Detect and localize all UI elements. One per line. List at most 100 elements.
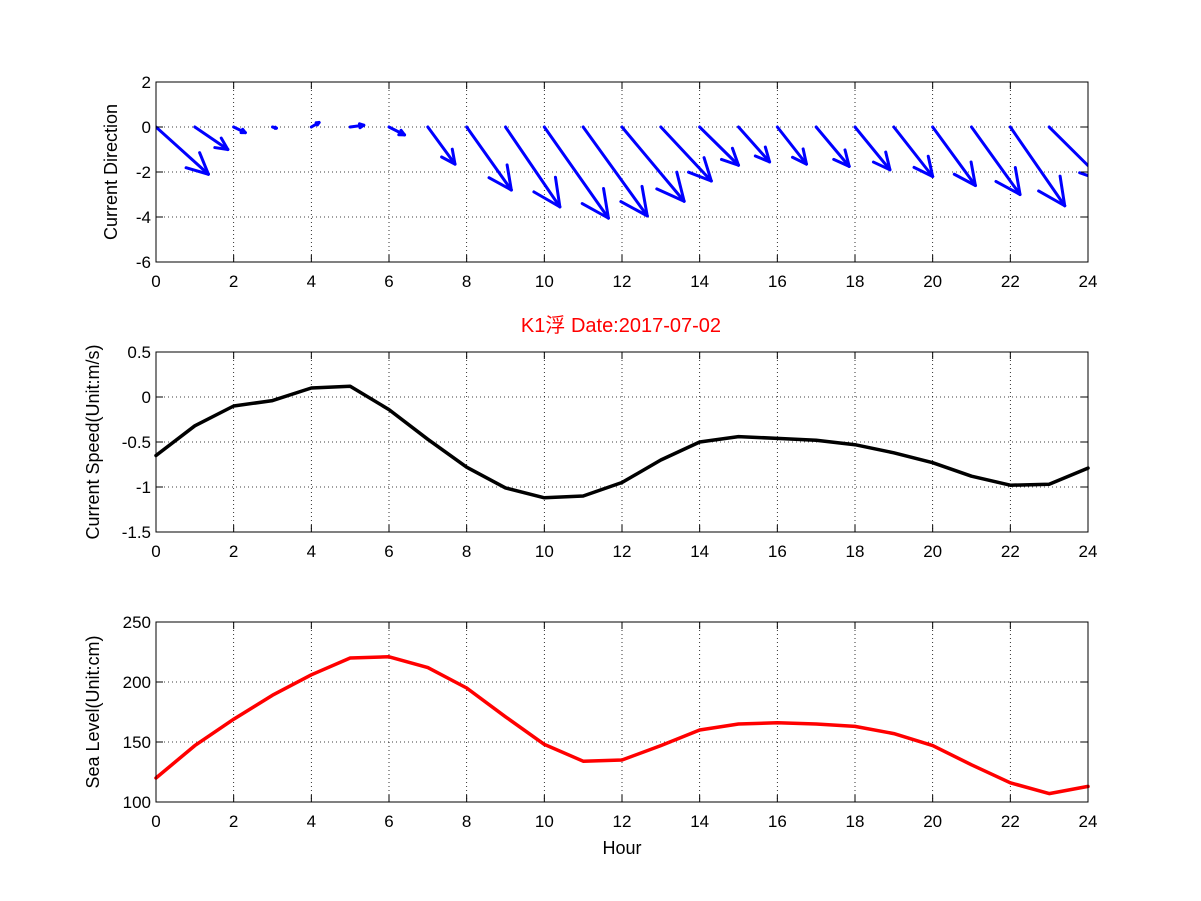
x-tick-label: 18: [846, 542, 865, 561]
y-axis-title: Current Direction: [101, 104, 121, 240]
x-tick-label: 20: [923, 272, 942, 291]
x-tick-label: 12: [613, 272, 632, 291]
data-point: [698, 440, 701, 444]
quiver-arrow: [892, 125, 935, 178]
quiver-arrow: [737, 125, 772, 164]
quiver-arrow: [931, 125, 977, 187]
x-tick-label: 24: [1079, 542, 1098, 561]
quiver-arrow: [542, 125, 610, 220]
data-point: [1009, 484, 1012, 487]
x-tick-label: 2: [229, 272, 238, 291]
y-tick-label: -6: [136, 253, 151, 272]
y-tick-label: -4: [136, 208, 151, 227]
y-tick-label: 250: [123, 613, 151, 632]
quiver-arrow: [465, 125, 513, 192]
data-point: [348, 656, 352, 660]
y-tick-label: 2: [142, 73, 151, 92]
data-point: [659, 744, 663, 747]
data-point: [271, 399, 274, 402]
x-tick-label: 16: [768, 542, 787, 561]
data-point: [1047, 483, 1051, 486]
data-point: [348, 385, 352, 388]
x-tick-label: 12: [613, 542, 632, 561]
x-tick-label: 10: [535, 812, 554, 831]
quiver-arrow: [814, 125, 851, 168]
x-tick-label: 4: [307, 272, 316, 291]
x-tick-label: 18: [846, 812, 865, 831]
data-point: [620, 481, 624, 484]
speed-panel: 0 2 4 6 8 10 12 14 16 18 20 22 24-1.5-1-0.500.5Curre…: [83, 343, 1097, 561]
y-tick-label: -2: [136, 163, 151, 182]
data-point: [776, 437, 779, 440]
y-tick-label: 0: [142, 388, 151, 407]
data-point: [970, 763, 973, 766]
x-tick-label: 0: [151, 542, 160, 561]
x-axis-title: Hour: [602, 838, 641, 858]
x-tick-label: 0: [151, 272, 160, 291]
x-tick-label: 8: [462, 272, 471, 291]
data-point: [581, 494, 585, 498]
x-tick-label: 2: [229, 542, 238, 561]
x-tick-label: 22: [1001, 812, 1020, 831]
quiver-arrow: [853, 125, 892, 172]
x-tick-label: 16: [768, 272, 787, 291]
x-tick-label: 14: [690, 812, 709, 831]
quiver-arrow: [426, 125, 457, 166]
x-tick-label: 10: [535, 542, 554, 561]
data-point: [581, 760, 585, 763]
quiver-arrow: [659, 125, 713, 183]
quiver-arrow: [581, 125, 649, 218]
data-point: [504, 715, 507, 718]
x-tick-label: 22: [1001, 272, 1020, 291]
x-tick-label: 4: [307, 812, 316, 831]
y-tick-label: -1: [136, 478, 151, 497]
y-axis-title: Current Speed(Unit:m/s): [83, 344, 103, 539]
quiver-arrow: [348, 122, 366, 130]
data-point: [543, 496, 546, 499]
quiver-arrow: [309, 121, 321, 129]
x-tick-label: 6: [384, 272, 393, 291]
data-point: [892, 732, 896, 735]
x-tick-label: 12: [613, 812, 632, 831]
x-tick-label: 20: [923, 812, 942, 831]
quiver-arrows: [156, 121, 1088, 220]
data-point: [853, 443, 857, 446]
x-tick-label: 14: [690, 272, 709, 291]
x-tick-label: 16: [768, 812, 787, 831]
quiver-arrow: [775, 125, 808, 166]
quiver-arrow: [1008, 125, 1067, 208]
y-axis-title: Sea Level(Unit:cm): [83, 635, 103, 788]
data-point: [776, 721, 779, 724]
y-tick-label: 0.5: [127, 343, 151, 362]
y-tick-label: 100: [123, 793, 151, 812]
chart-title: K1浮 Date:2017-07-02: [521, 314, 721, 337]
data-point: [232, 404, 235, 408]
data-point: [193, 744, 197, 747]
quiver-arrow: [970, 125, 1022, 196]
y-tick-label: -1.5: [122, 523, 151, 542]
y-tick-label: 150: [123, 733, 151, 752]
data-point: [387, 655, 391, 658]
data-point: [737, 722, 740, 726]
x-tick-label: 22: [1001, 542, 1020, 561]
data-point: [814, 439, 818, 442]
data-point: [193, 424, 197, 427]
quiver-arrow: [504, 125, 562, 209]
quiver-arrow: [698, 125, 740, 167]
quiver-arrow: [1047, 125, 1088, 178]
y-tick-label: 200: [123, 673, 151, 692]
x-tick-label: 4: [307, 542, 316, 561]
y-tick-label: -0.5: [122, 433, 151, 452]
data-point: [814, 722, 818, 726]
data-point: [310, 386, 313, 390]
data-point: [543, 743, 546, 746]
data-point: [232, 718, 235, 721]
data-point: [465, 466, 468, 469]
x-tick-label: 2: [229, 812, 238, 831]
quiver-arrow: [156, 125, 210, 176]
x-tick-label: 6: [384, 542, 393, 561]
data-point: [271, 694, 274, 697]
